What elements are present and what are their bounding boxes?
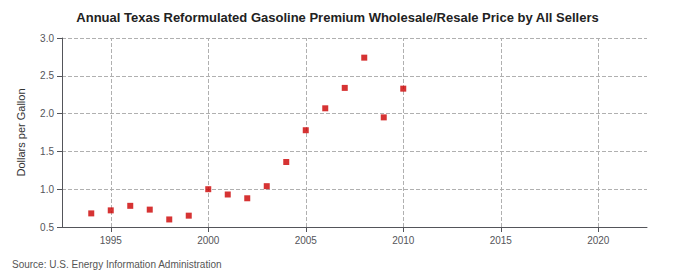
svg-text:2020: 2020 bbox=[587, 235, 610, 246]
svg-text:1.5: 1.5 bbox=[40, 146, 54, 157]
svg-text:0.5: 0.5 bbox=[40, 222, 54, 233]
svg-text:3.0: 3.0 bbox=[40, 33, 54, 44]
svg-text:2010: 2010 bbox=[392, 235, 415, 246]
svg-text:Dollars per Gallon: Dollars per Gallon bbox=[15, 88, 27, 176]
svg-text:2.5: 2.5 bbox=[40, 70, 54, 81]
svg-text:2005: 2005 bbox=[295, 235, 318, 246]
svg-text:2015: 2015 bbox=[490, 235, 513, 246]
svg-text:2.0: 2.0 bbox=[40, 108, 54, 119]
svg-text:1995: 1995 bbox=[100, 235, 123, 246]
svg-text:1.0: 1.0 bbox=[40, 184, 54, 195]
svg-text:2000: 2000 bbox=[197, 235, 220, 246]
svg-text:Annual Texas Reformulated Gaso: Annual Texas Reformulated Gasoline Premi… bbox=[76, 10, 598, 25]
svg-text:Source: U.S. Energy Informatio: Source: U.S. Energy Information Administ… bbox=[12, 259, 222, 270]
